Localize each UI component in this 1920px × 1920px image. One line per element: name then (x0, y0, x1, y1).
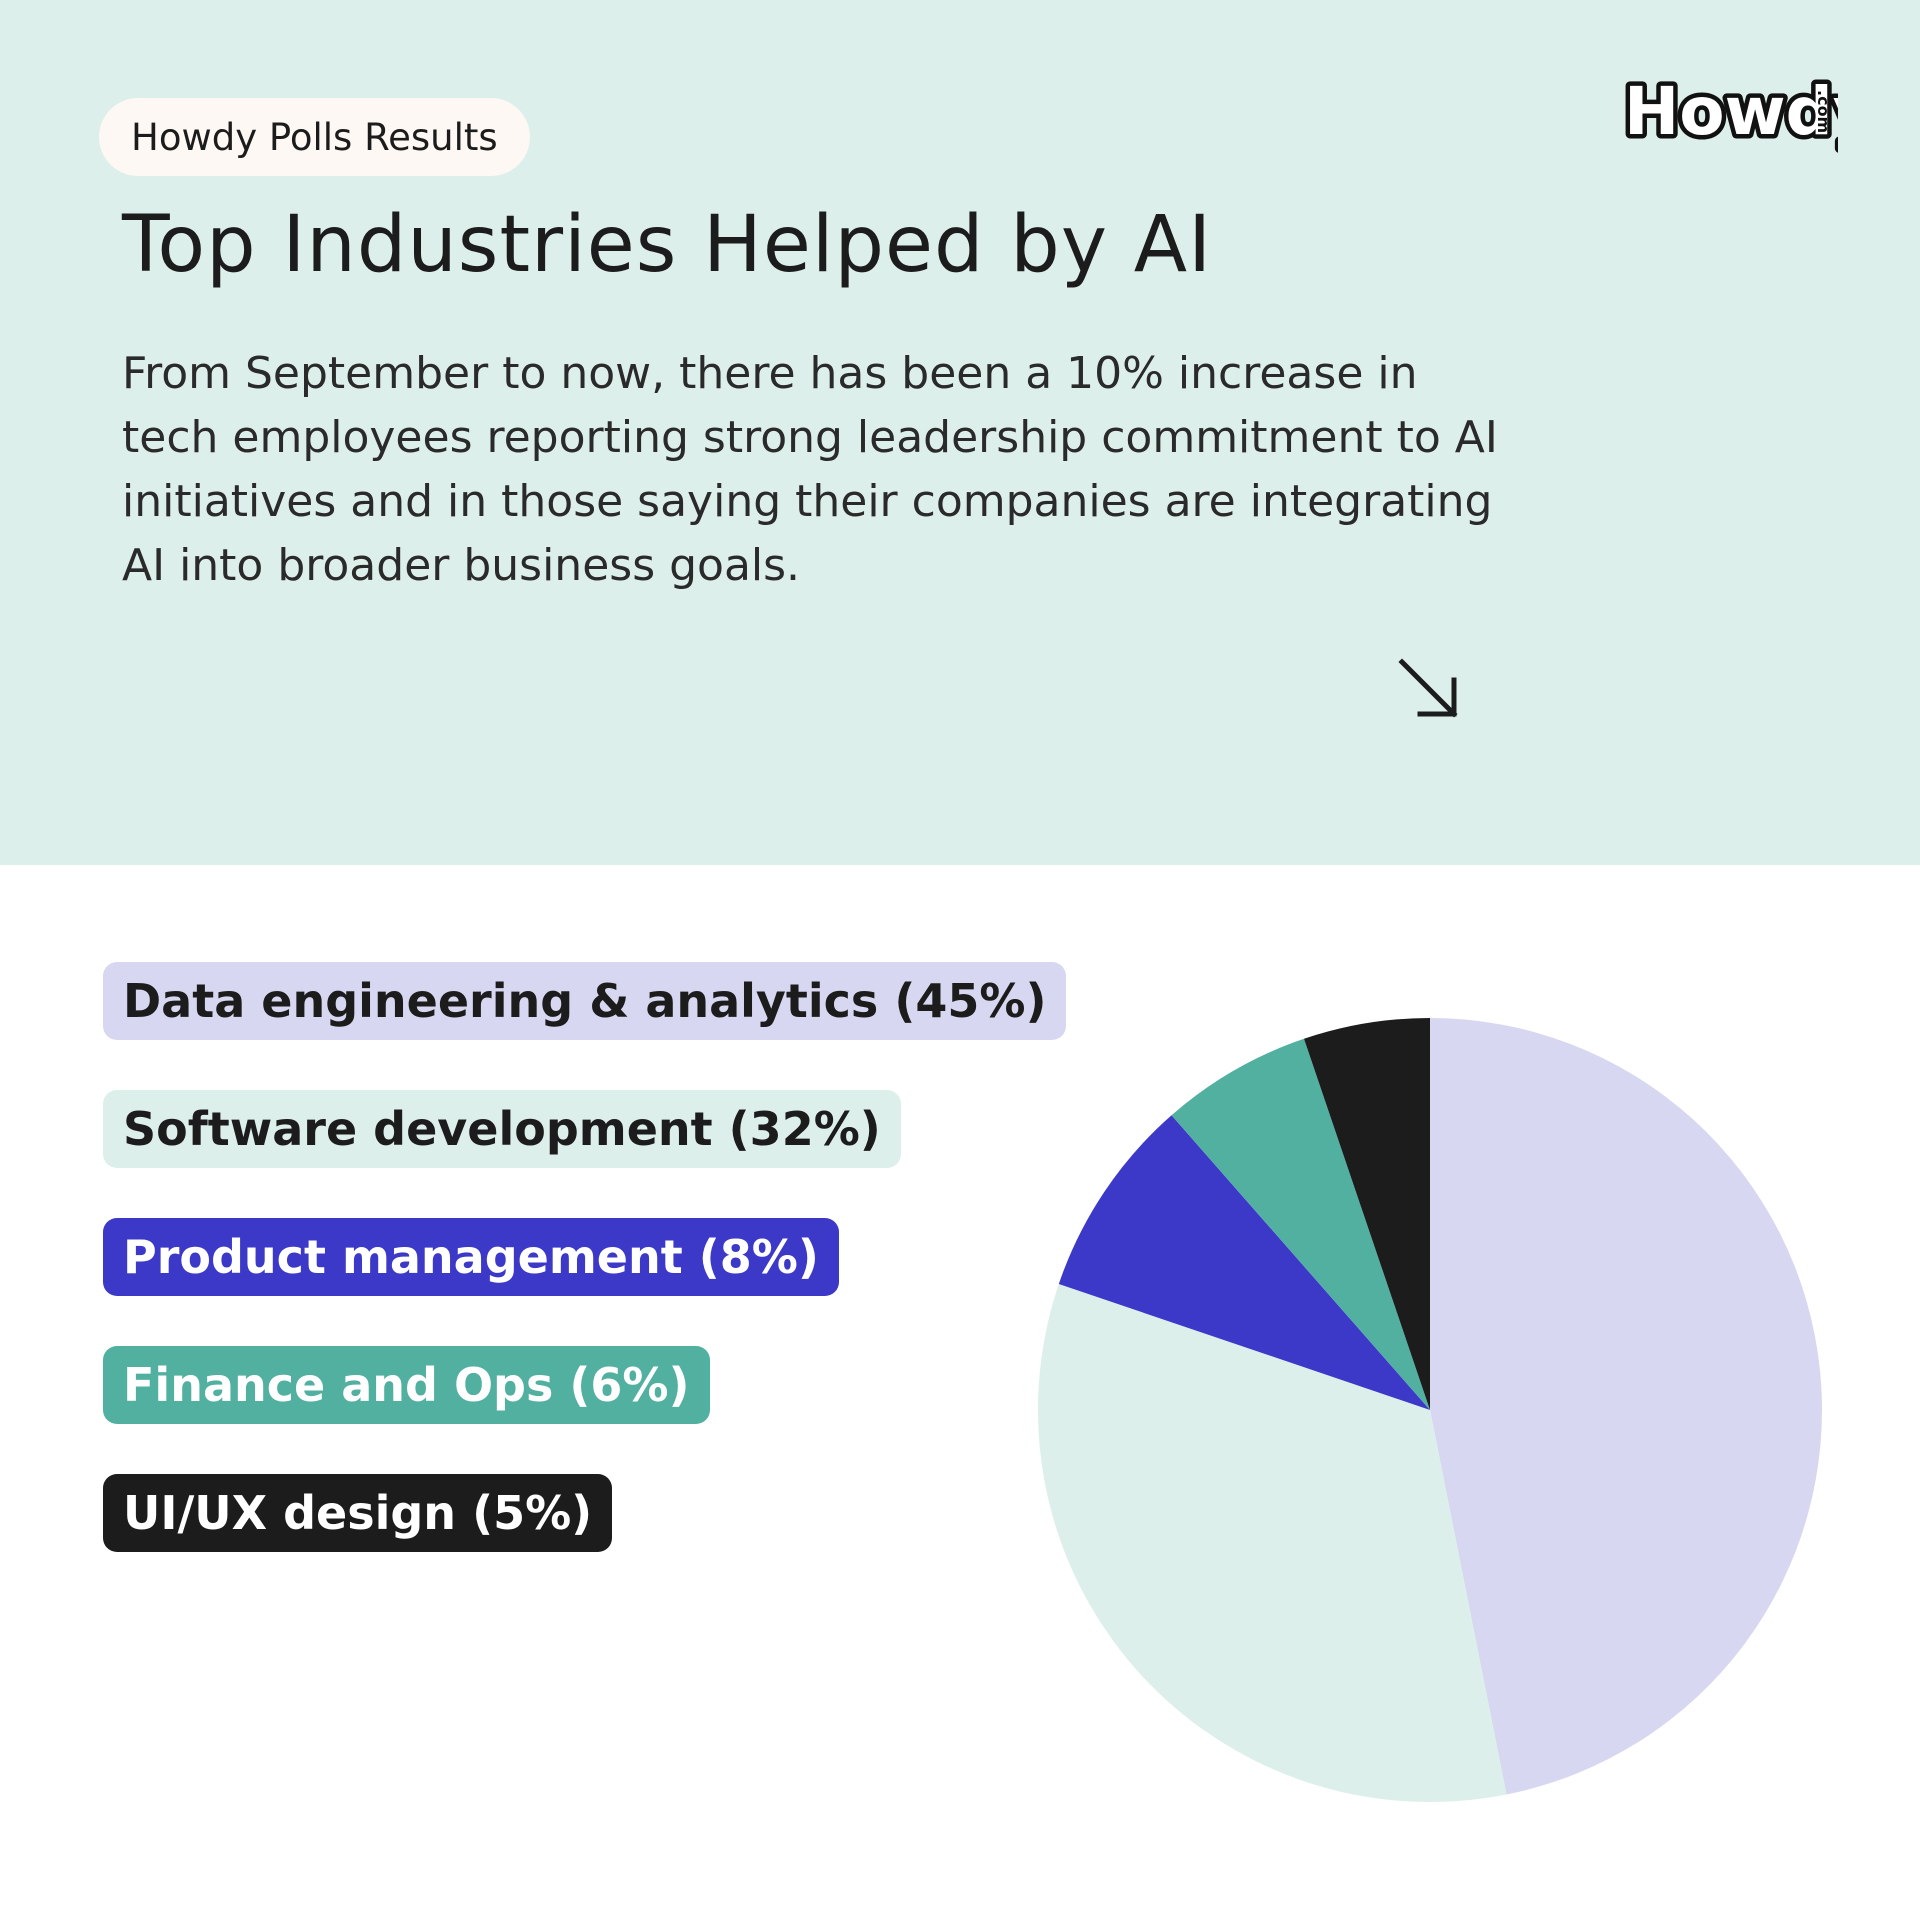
chart-legend: Data engineering & analytics (45%) Softwa… (103, 962, 1067, 1552)
pie-slice (1303, 1018, 1430, 1410)
pie-chart (1037, 1018, 1823, 1802)
header-section: Howdy Polls Results Top Industries Helpe… (0, 0, 1920, 865)
legend-item: Finance and Ops (6%) (103, 1346, 710, 1424)
logo-suffix: .com (1814, 90, 1833, 133)
pie-slice (1430, 1018, 1823, 1795)
pie-slice (1171, 1038, 1430, 1410)
legend-item: Product management (8%) (103, 1218, 839, 1296)
logo-wordmark: Howdy (1624, 73, 1838, 150)
pie-slice (1037, 1283, 1507, 1802)
legend-item: Data engineering & analytics (45%) (103, 962, 1067, 1040)
legend-item: Software development (32%) (103, 1090, 901, 1168)
page-title: Top Industries Helped by AI (122, 200, 1213, 290)
description-text: From September to now, there has been a … (122, 348, 1498, 591)
arrow-down-right-icon (1398, 658, 1458, 718)
pie-slice (1058, 1115, 1430, 1410)
legend-item: UI/UX design (5%) (103, 1474, 613, 1552)
howdy-logo: Howdy .com (1620, 69, 1839, 155)
poll-results-badge: Howdy Polls Results (99, 98, 530, 176)
